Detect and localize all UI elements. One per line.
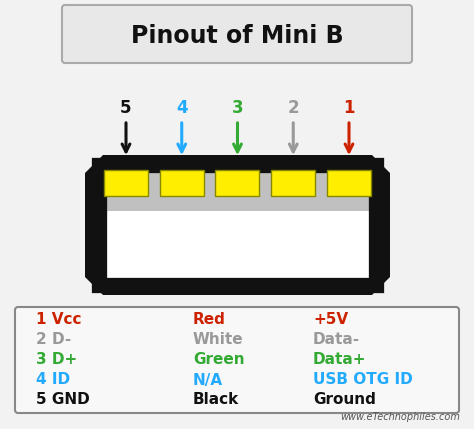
Text: USB OTG ID: USB OTG ID: [313, 372, 413, 387]
Bar: [99, 211, 376, 285]
Text: 4: 4: [176, 99, 188, 117]
Text: 3: 3: [232, 99, 243, 117]
Polygon shape: [85, 155, 390, 295]
Bar: [160, 170, 204, 196]
Bar: [99, 165, 376, 285]
FancyBboxPatch shape: [62, 5, 412, 63]
Text: N/A: N/A: [193, 372, 223, 387]
Text: 2: 2: [287, 99, 299, 117]
Text: Black: Black: [193, 393, 239, 408]
Bar: [216, 170, 259, 196]
Text: White: White: [193, 332, 244, 347]
Text: Green: Green: [193, 353, 245, 368]
Text: www.eTechnophiles.com: www.eTechnophiles.com: [340, 412, 460, 422]
Text: Data-: Data-: [313, 332, 360, 347]
Text: 5: 5: [120, 99, 132, 117]
Text: 5 GND: 5 GND: [36, 393, 90, 408]
Bar: [104, 170, 148, 196]
Text: 3 D+: 3 D+: [36, 353, 77, 368]
Text: +5V: +5V: [313, 312, 348, 327]
Text: 1: 1: [343, 99, 355, 117]
Text: 1 Vcc: 1 Vcc: [36, 312, 82, 327]
Bar: [327, 170, 371, 196]
Text: Pinout of Mini B: Pinout of Mini B: [131, 24, 343, 48]
Text: Data+: Data+: [313, 353, 366, 368]
Text: Red: Red: [193, 312, 226, 327]
Text: 4 ID: 4 ID: [36, 372, 70, 387]
Text: Ground: Ground: [313, 393, 376, 408]
Text: 2 D-: 2 D-: [36, 332, 71, 347]
FancyBboxPatch shape: [15, 307, 459, 413]
Bar: [271, 170, 315, 196]
Bar: [99, 165, 376, 211]
